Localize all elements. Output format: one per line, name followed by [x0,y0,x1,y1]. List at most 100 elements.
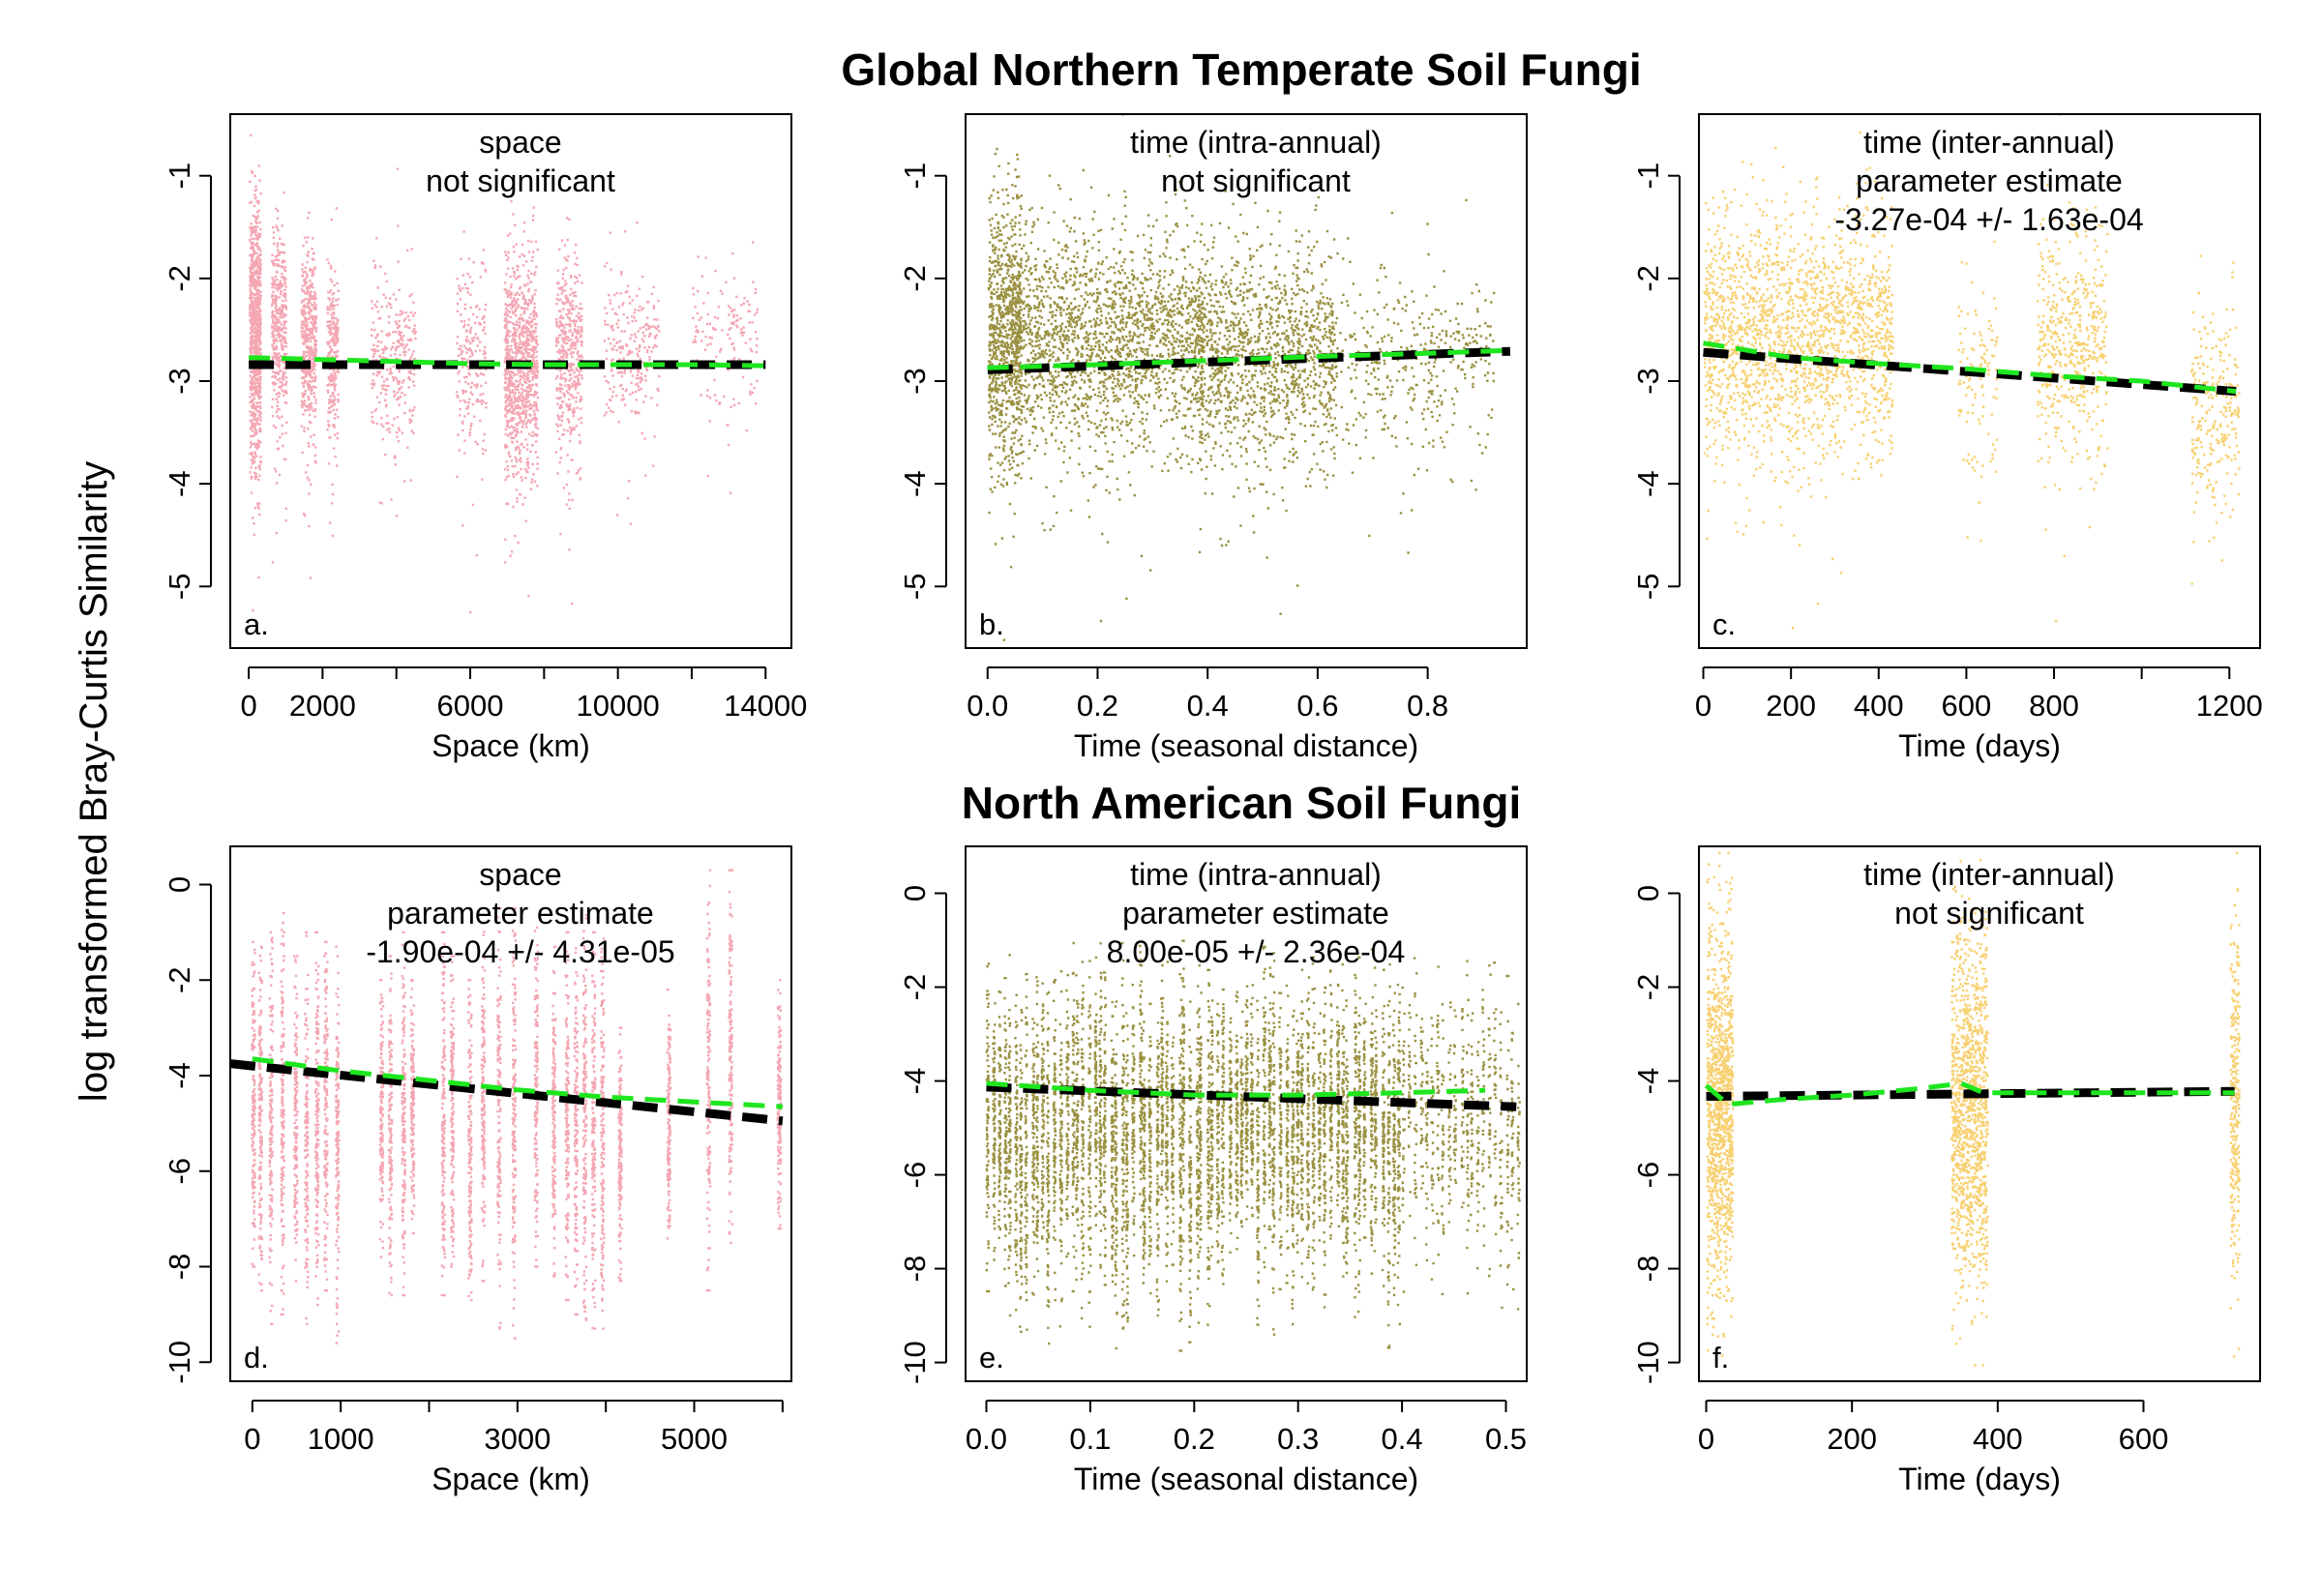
smooth-line [986,1080,1486,1098]
x-tick-label: 0.2 [1077,689,1118,723]
x-tick-label: 800 [2029,689,2079,723]
y-tick-label: -10 [898,1341,932,1384]
x-axis-label: Time (days) [1898,728,2061,763]
y-tick-label: -4 [1631,1068,1665,1095]
plot-frame [1698,845,2261,1382]
plot-frame [229,113,792,649]
x-axis-label: Time (seasonal distance) [1074,728,1418,763]
y-tick-label: -5 [1631,574,1665,601]
panel-annotation: time (inter-annual) [1863,857,2115,892]
y-tick-label: -2 [898,974,932,1001]
y-tick-label: -10 [163,1341,196,1384]
panel-annotation: parameter estimate [1856,163,2123,198]
panel-annotation: -3.27e-04 +/- 1.63e-04 [1834,202,2143,237]
y-tick-label: -8 [163,1254,196,1281]
panel-annotation: -1.90e-04 +/- 4.31e-05 [366,934,674,969]
smooth-line [1704,1080,2235,1108]
scatter-points [251,869,783,1345]
x-tick-label: 0 [1698,1422,1714,1456]
plot-frame [1698,113,2261,649]
x-tick-label: 0 [1695,689,1712,723]
y-tick-label: -5 [898,574,932,601]
x-tick-label: 0.4 [1382,1422,1423,1456]
x-tick-label: 0.6 [1296,689,1338,723]
y-tick-label: -8 [1631,1256,1665,1283]
panel-a: 0 2000 6000 10000 14000 -5 -4 -3 -2 -1 Space (km) s… [163,113,807,763]
y-tick-label: 0 [898,885,932,901]
regression-line [1706,1086,2235,1102]
scatter-points [1706,851,2241,1367]
panel-annotation: time (intra-annual) [1130,857,1382,892]
panel-annotation: not significant [426,163,615,198]
smooth-line [249,355,766,369]
panel-annotation: parameter estimate [387,896,654,931]
y-tick-label: -3 [1631,368,1665,395]
panel-f: 0 200 400 600 -10 -8 -6 -4 -2 0 Time (days) time (i… [1631,845,2261,1496]
y-tick-label: -1 [163,163,196,190]
y-tick-label: -4 [163,1062,196,1089]
x-tick-label: 600 [2119,1422,2169,1456]
plot-frame [965,113,1528,649]
panel-annotation: time (inter-annual) [1863,125,2115,160]
y-tick-label: -8 [898,1256,932,1283]
panel-letter: d. [244,1341,269,1374]
x-tick-label: 0.0 [966,1422,1007,1456]
panel-c: 0 200 400 600 800 1200 -5 -4 -3 -2 -1 Time (days) ti… [1631,113,2263,763]
y-tick-label: -4 [898,470,932,497]
panel-annotation: not significant [1894,896,2084,931]
plot-frame [229,845,792,1382]
scatter-points [1703,114,2241,630]
panel-letter: b. [979,607,1004,641]
panel-letter: f. [1712,1341,1729,1374]
panel-letter: a. [244,607,269,641]
x-tick-label: 0.0 [967,689,1008,723]
y-tick-label: -10 [1631,1341,1665,1384]
y-tick-label: -2 [1631,265,1665,292]
panel-letter: c. [1712,607,1736,641]
x-tick-label: 0.2 [1174,1422,1215,1456]
y-tick-label: -2 [1631,974,1665,1001]
x-tick-label: 0 [244,1422,260,1456]
smooth-line [987,347,1510,370]
y-tick-label: -2 [163,265,196,292]
y-tick-label: -6 [163,1158,196,1185]
x-tick-label: 10000 [577,689,660,723]
y-tick-label: -4 [163,470,196,497]
y-tick-label: -5 [163,574,196,601]
shared-y-axis-label: log transformed Bray-Curtis Similarity [73,461,115,1102]
x-tick-label: 2000 [289,689,356,723]
y-tick-label: -4 [898,1068,932,1095]
x-axis-label: Time (days) [1898,1462,2061,1496]
x-tick-label: 0.3 [1277,1422,1319,1456]
y-tick-label: -6 [1631,1162,1665,1189]
panel-annotation: parameter estimate [1122,896,1389,931]
x-tick-label: 6000 [437,689,504,723]
y-tick-label: -1 [1631,163,1665,190]
y-tick-label: -3 [898,368,932,395]
x-axis-label: Time (seasonal distance) [1074,1462,1418,1496]
x-tick-label: 0.8 [1407,689,1448,723]
x-tick-label: 5000 [661,1422,728,1456]
x-tick-label: 0 [240,689,256,723]
y-tick-label: -1 [898,163,932,190]
x-tick-label: 0.5 [1485,1422,1527,1456]
panel-annotation: 8.00e-05 +/- 2.36e-04 [1107,934,1406,969]
row-title-north-american: North American Soil Fungi [962,778,1521,828]
smooth-line [1703,340,2237,395]
x-tick-label: 400 [1854,689,1904,723]
panel-annotation: not significant [1161,163,1351,198]
x-tick-label: 400 [1973,1422,2023,1456]
x-tick-label: 200 [1766,689,1816,723]
y-tick-label: 0 [163,876,196,893]
x-tick-label: 0.1 [1069,1422,1111,1456]
y-tick-label: -2 [898,265,932,292]
y-tick-label: -3 [163,368,196,395]
regression-line [987,346,1511,374]
smooth-line [252,1056,784,1109]
scatter-points [985,939,1521,1352]
y-tick-label: -2 [163,966,196,993]
x-tick-label: 1200 [2196,689,2263,723]
regression-line [1703,347,2237,397]
